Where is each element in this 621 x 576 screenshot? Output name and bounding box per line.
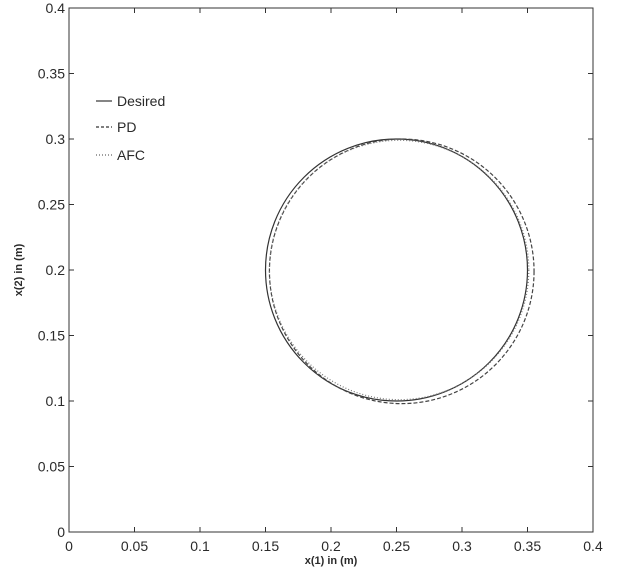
legend: Desired PD AFC bbox=[96, 93, 165, 163]
y-tick-label: 0.15 bbox=[38, 328, 65, 344]
x-tick-label: 0.1 bbox=[190, 538, 210, 554]
series-pd-trajectory bbox=[268, 138, 535, 405]
y-tick-label: 0.05 bbox=[38, 459, 65, 475]
y-tick-label: 0.2 bbox=[46, 262, 66, 278]
x-tick-label: 0.3 bbox=[452, 538, 472, 554]
y-axis-label: x(2) in (m) bbox=[13, 243, 25, 296]
y-tick-label: 0.1 bbox=[46, 393, 66, 409]
y-axis-ticks: 0 0.05 0.1 0.15 0.2 0.25 0.3 0.35 0.4 bbox=[38, 0, 593, 540]
x-axis-label: x(1) in (m) bbox=[305, 555, 358, 567]
y-tick-label: 0.4 bbox=[46, 0, 66, 16]
series-afc-trajectory bbox=[268, 139, 530, 401]
x-tick-label: 0.35 bbox=[514, 538, 541, 554]
x-axis-ticks: 0 0.05 0.1 0.15 0.2 0.25 0.3 0.35 0.4 bbox=[65, 8, 603, 554]
series-desired-trajectory bbox=[264, 138, 529, 402]
plot-frame bbox=[68, 7, 594, 533]
y-tick-label: 0.25 bbox=[38, 197, 65, 213]
legend-label-desired: Desired bbox=[117, 93, 165, 109]
y-tick-label: 0.3 bbox=[46, 131, 66, 147]
legend-label-afc: AFC bbox=[117, 147, 145, 163]
series-layer bbox=[264, 138, 535, 405]
x-tick-label: 0.05 bbox=[121, 538, 148, 554]
legend-label-pd: PD bbox=[117, 119, 136, 135]
x-tick-label: 0.2 bbox=[321, 538, 341, 554]
y-tick-label: 0.35 bbox=[38, 66, 65, 82]
y-tick-label: 0 bbox=[57, 524, 65, 540]
x-tick-label: 0.15 bbox=[252, 538, 279, 554]
x-tick-label: 0 bbox=[65, 538, 73, 554]
x-tick-label: 0.25 bbox=[383, 538, 410, 554]
x-tick-label: 0.4 bbox=[583, 538, 603, 554]
